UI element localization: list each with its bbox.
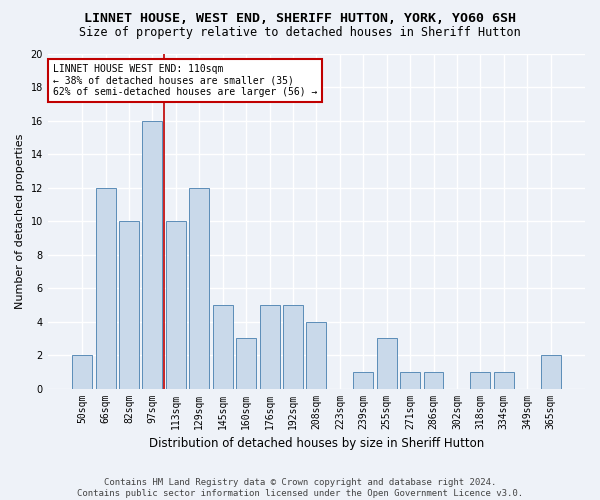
Bar xyxy=(377,338,397,388)
Bar xyxy=(470,372,490,388)
Bar xyxy=(260,305,280,388)
Bar xyxy=(119,222,139,388)
Bar xyxy=(166,222,186,388)
Bar xyxy=(213,305,233,388)
Bar xyxy=(142,121,163,388)
Text: LINNET HOUSE WEST END: 110sqm
← 38% of detached houses are smaller (35)
62% of s: LINNET HOUSE WEST END: 110sqm ← 38% of d… xyxy=(53,64,317,97)
Bar xyxy=(72,355,92,388)
Bar xyxy=(424,372,443,388)
Bar xyxy=(400,372,420,388)
Bar xyxy=(541,355,560,388)
Text: Size of property relative to detached houses in Sheriff Hutton: Size of property relative to detached ho… xyxy=(79,26,521,39)
Bar xyxy=(95,188,116,388)
Bar xyxy=(494,372,514,388)
Bar xyxy=(236,338,256,388)
Bar xyxy=(307,322,326,388)
Bar xyxy=(283,305,303,388)
Text: Contains HM Land Registry data © Crown copyright and database right 2024.
Contai: Contains HM Land Registry data © Crown c… xyxy=(77,478,523,498)
Bar xyxy=(353,372,373,388)
Bar xyxy=(190,188,209,388)
Text: LINNET HOUSE, WEST END, SHERIFF HUTTON, YORK, YO60 6SH: LINNET HOUSE, WEST END, SHERIFF HUTTON, … xyxy=(84,12,516,26)
X-axis label: Distribution of detached houses by size in Sheriff Hutton: Distribution of detached houses by size … xyxy=(149,437,484,450)
Y-axis label: Number of detached properties: Number of detached properties xyxy=(15,134,25,309)
